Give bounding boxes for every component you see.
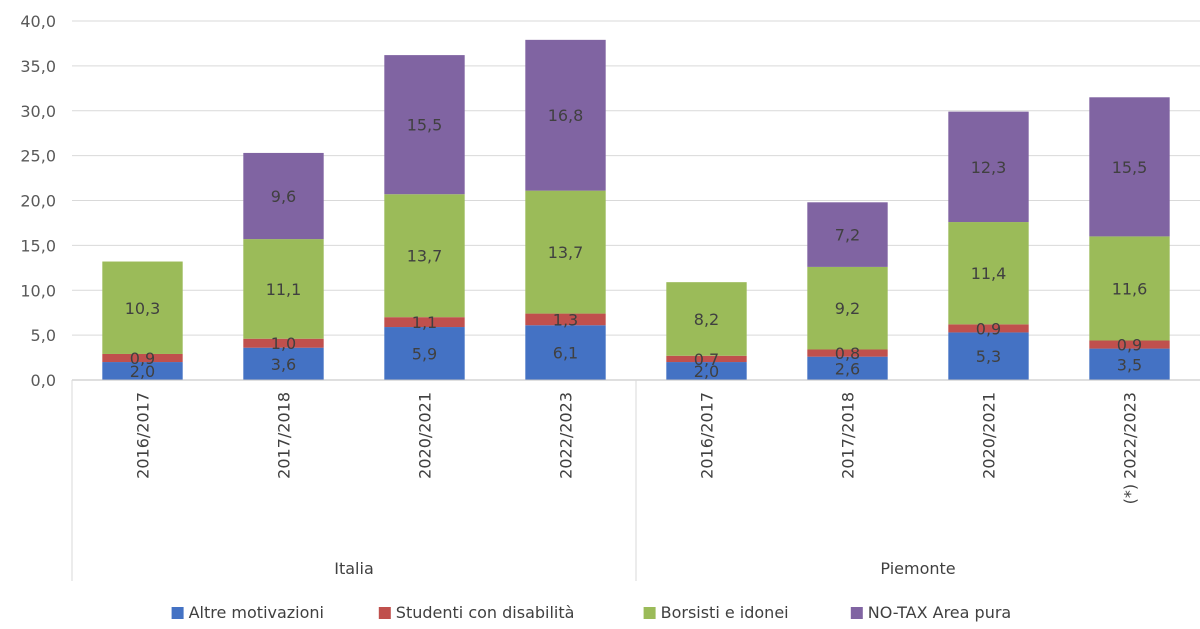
bar-segment [666, 355, 747, 363]
bar-segment [384, 55, 465, 195]
gridlines [72, 20, 1200, 336]
y-tick-label: 0,0 [31, 371, 56, 390]
data-label: 10,3 [125, 299, 161, 318]
bar-segment [807, 356, 888, 380]
y-tick-label: 10,0 [20, 281, 56, 300]
category-label: 2020/2021 [416, 392, 435, 479]
bar-segment [525, 325, 606, 380]
bar-segment [666, 362, 747, 380]
data-label: 1,3 [553, 310, 578, 329]
data-labels: 2,00,910,33,61,011,19,65,91,113,715,56,1… [125, 106, 1148, 381]
bar-segment [807, 266, 888, 350]
legend-label: NO-TAX Area pura [868, 603, 1011, 622]
bar-segment [807, 202, 888, 267]
data-label: 2,0 [130, 362, 155, 381]
bar-segment [102, 261, 183, 354]
bar-segment [384, 327, 465, 380]
group-label: Italia [334, 559, 374, 578]
data-label: 8,2 [694, 310, 719, 329]
legend-swatch [643, 607, 656, 619]
y-tick-label: 20,0 [20, 192, 56, 211]
category-label: (*) 2022/2023 [1121, 392, 1140, 504]
data-label: 16,8 [548, 106, 584, 125]
y-tick-label: 40,0 [20, 12, 56, 31]
legend-swatch [850, 607, 863, 619]
y-tick-label: 15,0 [20, 236, 56, 255]
y-tick-label: 35,0 [20, 57, 56, 76]
bar-segment [1089, 236, 1170, 341]
bar-segment [525, 39, 606, 191]
data-label: 13,7 [548, 243, 584, 262]
bar-segment [525, 190, 606, 314]
x-axis-group-labels: Italia Piemonte [334, 559, 955, 578]
data-label: 3,6 [271, 355, 296, 374]
data-label: 9,6 [271, 187, 296, 206]
bar-segment [948, 222, 1029, 325]
bar-segment [948, 324, 1029, 333]
y-axis-tick-labels: 0,0 5,0 10,0 15,0 20,0 25,0 30,0 35,0 40,0 [20, 12, 56, 390]
group-label: Piemonte [880, 559, 955, 578]
legend-swatch [171, 607, 184, 619]
category-label: 2020/2021 [980, 392, 999, 479]
bar-segment [243, 239, 324, 339]
data-label: 11,6 [1112, 279, 1148, 298]
data-label: 1,0 [271, 334, 296, 353]
bar-segment [1089, 97, 1170, 237]
data-label: 0,7 [694, 350, 719, 369]
bar-segment [243, 338, 324, 348]
data-label: 6,1 [553, 344, 578, 363]
data-label: 15,5 [1112, 158, 1148, 177]
bar-segment [948, 111, 1029, 223]
data-label: 2,0 [694, 362, 719, 381]
legend-swatch [378, 607, 391, 619]
bar-segment [807, 349, 888, 357]
bar-segment [525, 313, 606, 326]
data-label: 11,1 [266, 280, 302, 299]
data-label: 5,3 [976, 347, 1001, 366]
category-label: 2017/2018 [275, 392, 294, 479]
bar-segment [666, 282, 747, 356]
data-label: 0,9 [1117, 336, 1142, 355]
x-axis-category-labels: 2016/2017 2017/2018 2020/2021 2022/2023 2016… [134, 392, 1140, 504]
y-tick-label: 5,0 [31, 326, 56, 345]
bar-segment [384, 317, 465, 328]
y-tick-label: 30,0 [20, 102, 56, 121]
legend-label: Borsisti e idonei [661, 603, 789, 622]
bar-segment [243, 347, 324, 380]
data-label: 3,5 [1117, 355, 1142, 374]
y-tick-label: 25,0 [20, 147, 56, 166]
data-label: 0,9 [976, 319, 1001, 338]
axes [71, 379, 1200, 581]
data-label: 9,2 [835, 299, 860, 318]
legend-label: Altre motivazioni [189, 603, 324, 622]
bar-segment [1089, 340, 1170, 349]
data-label: 2,6 [835, 359, 860, 378]
legend-label: Studenti con disabilità [396, 603, 575, 622]
bars [102, 39, 1170, 380]
legend: Altre motivazioni Studenti con disabilità… [171, 603, 1011, 622]
bar-segment [384, 194, 465, 318]
data-label: 0,9 [130, 349, 155, 368]
category-label: 2016/2017 [698, 392, 717, 479]
bar-segment [243, 152, 324, 240]
bar-segment [948, 332, 1029, 380]
data-label: 12,3 [971, 158, 1007, 177]
category-label: 2022/2023 [557, 392, 576, 479]
bar-segment [102, 353, 183, 363]
data-label: 15,5 [407, 116, 443, 135]
data-label: 1,1 [412, 313, 437, 332]
data-label: 5,9 [412, 345, 437, 364]
data-label: 0,8 [835, 344, 860, 363]
bar-segment [1089, 348, 1170, 380]
bar-segment [102, 362, 183, 380]
data-label: 13,7 [407, 247, 443, 266]
category-label: 2016/2017 [134, 392, 153, 479]
data-label: 7,2 [835, 226, 860, 245]
category-label: 2017/2018 [839, 392, 858, 479]
data-label: 11,4 [971, 264, 1007, 283]
